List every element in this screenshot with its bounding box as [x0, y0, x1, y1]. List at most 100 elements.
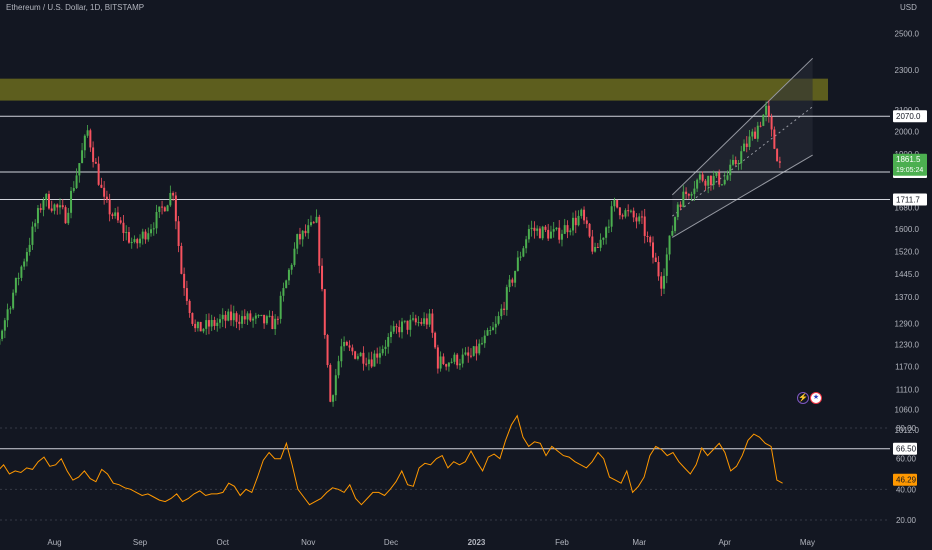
candle-body [72, 188, 75, 191]
candle-body [693, 188, 696, 194]
candle-body [420, 322, 423, 324]
candle-body [674, 217, 677, 231]
candle-body [588, 223, 591, 237]
price-tick-label: 2500.0 [895, 29, 920, 38]
candle-body [246, 313, 249, 320]
candle-body [329, 365, 332, 402]
candle-body [762, 114, 765, 126]
candle-body [729, 164, 732, 176]
candle-body [53, 204, 56, 211]
candle-body [312, 222, 315, 224]
candle-body [707, 175, 710, 186]
time-tick-label: Sep [133, 538, 148, 547]
candle-body [486, 330, 489, 336]
candle-body [638, 216, 641, 222]
candle-body [6, 309, 9, 321]
candle-body [127, 232, 130, 243]
candle-body [511, 279, 514, 283]
candle-body [560, 233, 563, 240]
candle-body [318, 216, 321, 266]
candle-body [627, 210, 630, 212]
candle-body [163, 207, 166, 212]
candle-body [345, 341, 348, 346]
candle-body [436, 347, 439, 369]
candle-body [767, 105, 770, 117]
horizontal-levels[interactable] [0, 115, 890, 201]
candle-body [605, 227, 608, 238]
candle-body [133, 239, 136, 242]
candle-body [75, 175, 78, 189]
candle-body [431, 313, 434, 333]
candle-body [282, 288, 285, 296]
candle-body [676, 204, 679, 218]
candle-body [378, 353, 381, 358]
candle-body [257, 315, 260, 317]
candle-body [254, 315, 257, 319]
candle-body [70, 190, 73, 213]
candle-body [103, 187, 106, 197]
us-flag-icon[interactable]: ★ [810, 392, 822, 404]
event-icons[interactable]: ⚡ ★ [797, 392, 825, 406]
time-tick-label: 2023 [468, 538, 486, 547]
candle-body [447, 362, 450, 367]
candle-body [34, 223, 37, 227]
candle-body [522, 248, 525, 257]
time-axis[interactable]: Aug Sep Oct Nov Dec 2023 Feb Mar Apr May [47, 538, 815, 547]
candle-body [635, 217, 638, 222]
candle-body [618, 207, 621, 216]
candle-body [45, 193, 48, 201]
candle-body [241, 316, 244, 324]
candle-body [398, 326, 401, 333]
candle-body [279, 295, 282, 319]
candle-body [230, 311, 233, 321]
candle-body [287, 269, 290, 281]
candle-body [536, 228, 539, 231]
candle-body [213, 319, 216, 326]
candle-body [668, 235, 671, 255]
candle-body [445, 364, 448, 367]
time-tick-label: Aug [47, 538, 61, 547]
candle-body [81, 150, 84, 164]
candle-body [646, 235, 649, 237]
price-tick-label: 1170.0 [895, 362, 919, 371]
candle-body [679, 204, 682, 207]
candle-body [274, 318, 277, 330]
rsi-tick-label: 20.00 [896, 516, 917, 525]
candle-body [467, 352, 470, 356]
candle-body [406, 320, 409, 330]
candle-body [205, 320, 208, 329]
candle-body [481, 343, 483, 345]
candle-body [712, 176, 715, 185]
candle-body [298, 234, 301, 240]
candle-body [227, 311, 230, 321]
lightning-icon[interactable]: ⚡ [797, 392, 809, 404]
candle-body [687, 194, 690, 196]
candle-body [185, 288, 188, 301]
candle-body [359, 352, 362, 357]
symbol-title[interactable]: Ethereum / U.S. Dollar, 1D, BITSTAMP [6, 3, 145, 12]
candle-body [685, 191, 688, 195]
price-axis[interactable]: 2500.02300.02100.02000.01900.01680.01600… [895, 29, 920, 525]
candle-body [191, 313, 194, 324]
candle-body [17, 277, 20, 279]
rsi-line [0, 414, 783, 506]
candle-body [216, 322, 219, 326]
candle-body [343, 341, 346, 347]
candle-body [20, 266, 23, 278]
candle-body [152, 228, 155, 230]
candle-body [125, 232, 128, 234]
candle-body [387, 337, 390, 347]
candle-body [50, 208, 53, 211]
candle-body [640, 216, 643, 218]
candle-body [395, 326, 398, 328]
rsi-last-value-label-bg [893, 473, 917, 486]
candle-body [183, 273, 186, 289]
candle-body [740, 151, 743, 164]
last-price-bg [893, 153, 927, 176]
rsi-tick-label: 80.00 [896, 424, 917, 433]
candle-body [530, 227, 533, 230]
candle-body [238, 321, 241, 324]
candle-body [759, 125, 762, 127]
